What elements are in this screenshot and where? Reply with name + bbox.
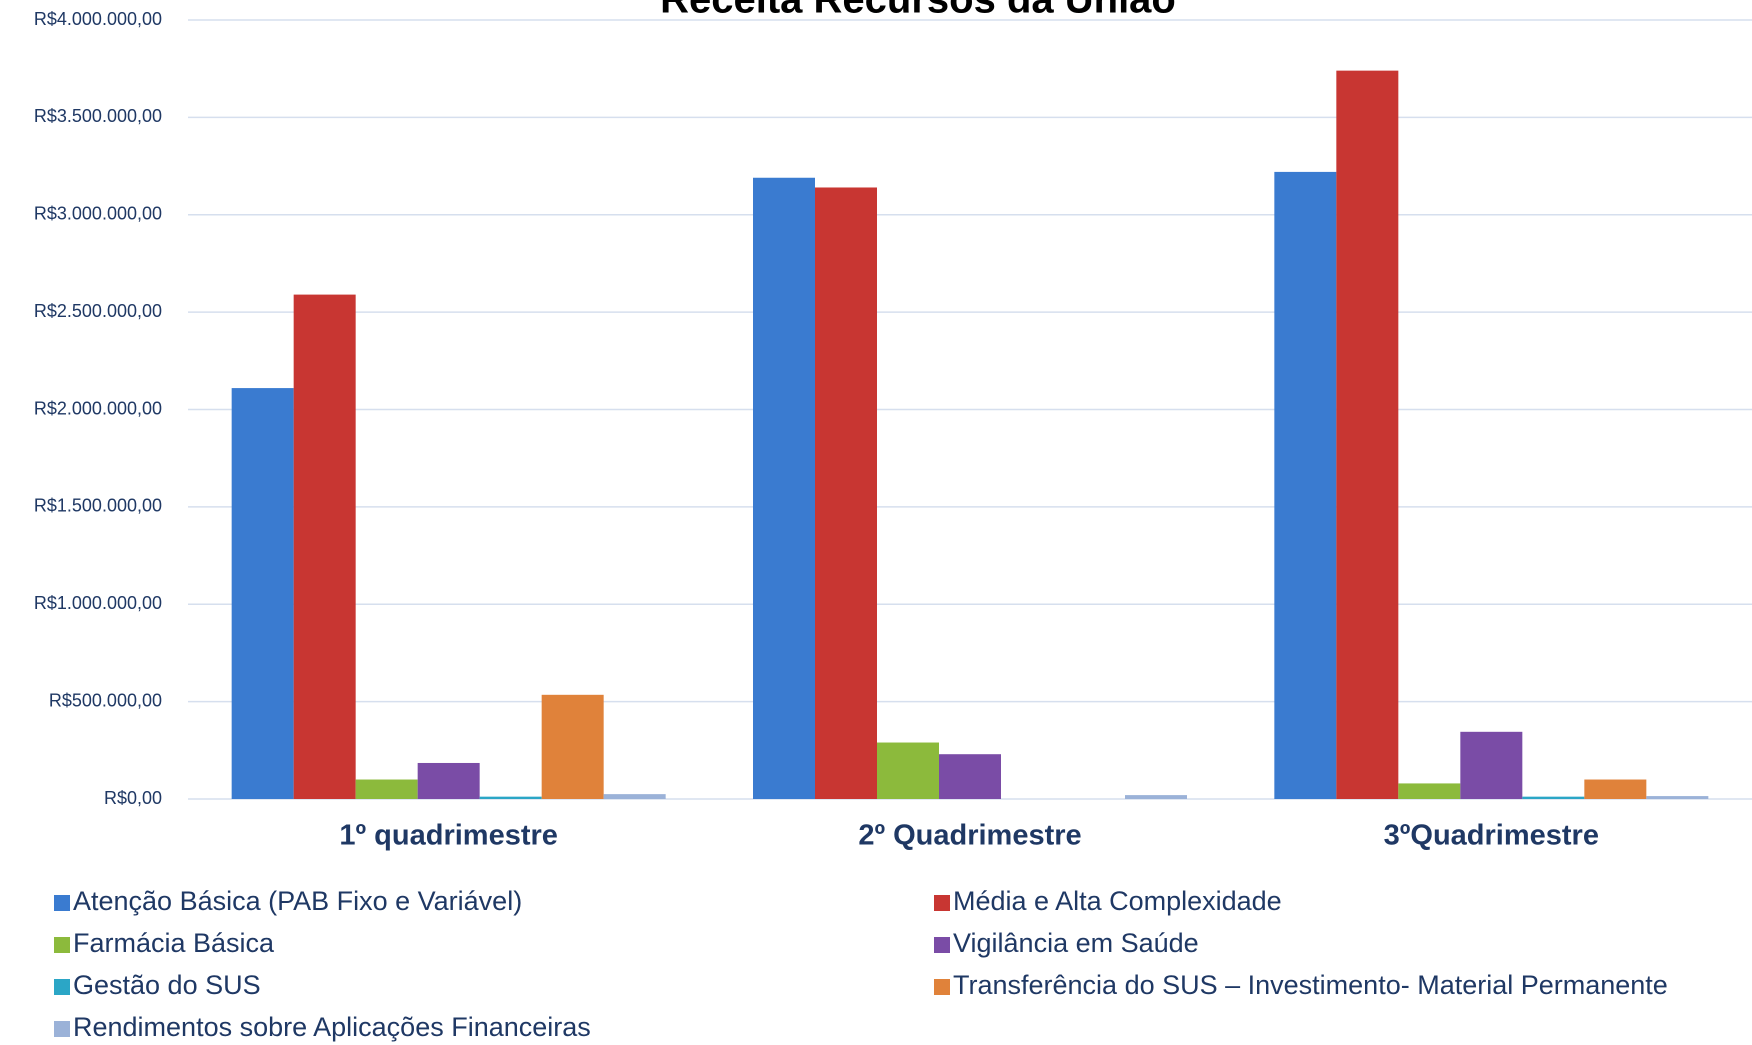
y-tick-label: R$3.000.000,00 (34, 204, 162, 224)
y-tick-label: R$2.000.000,00 (34, 398, 162, 418)
legend-label: Média e Alta Complexidade (953, 886, 1282, 916)
bar (417, 762, 480, 799)
legend-label: Rendimentos sobre Aplicações Financeiras (73, 1012, 591, 1042)
bar (1336, 70, 1399, 799)
legend-swatch (54, 979, 70, 995)
y-tick-label: R$1.000.000,00 (34, 593, 162, 613)
bar (1125, 795, 1187, 799)
bar (877, 742, 939, 799)
bar (355, 779, 418, 799)
legend-label: Vigilância em Saúde (953, 928, 1199, 958)
y-tick-label: R$0,00 (104, 788, 162, 808)
bar (1522, 796, 1585, 799)
legend-label: Transferência do SUS – Investimento- Mat… (953, 970, 1668, 1000)
legend-swatch (934, 937, 950, 953)
bar (939, 754, 1001, 799)
bar (1398, 783, 1461, 799)
bar (479, 796, 542, 799)
y-tick-label: R$500.000,00 (49, 690, 162, 710)
y-tick-label: R$4.000.000,00 (34, 9, 162, 29)
chart-title: Receita Recursos da União (660, 0, 1176, 22)
legend-label: Atenção Básica (PAB Fixo e Variável) (73, 886, 522, 916)
legend-swatch (54, 895, 70, 911)
legend-label: Farmácia Básica (73, 928, 275, 958)
bar (603, 794, 666, 799)
legend-swatch (934, 895, 950, 911)
bar (1584, 779, 1647, 799)
x-tick-label: 1º quadrimestre (339, 820, 558, 852)
bar (541, 694, 604, 799)
y-tick-label: R$2.500.000,00 (34, 301, 162, 321)
legend-label: Gestão do SUS (73, 970, 261, 1000)
bar (1460, 731, 1523, 799)
legend-swatch (54, 1021, 70, 1037)
bar (753, 177, 815, 799)
y-tick-label: R$1.500.000,00 (34, 496, 162, 516)
y-tick-label: R$3.500.000,00 (34, 106, 162, 126)
legend-swatch (934, 979, 950, 995)
bar (293, 294, 356, 799)
x-tick-label: 3ºQuadrimestre (1384, 820, 1599, 852)
bar (815, 187, 877, 800)
x-tick-label: 2º Quadrimestre (858, 820, 1081, 852)
bar (1274, 171, 1337, 799)
bar (1646, 796, 1709, 799)
bar (231, 388, 294, 799)
legend-swatch (54, 937, 70, 953)
